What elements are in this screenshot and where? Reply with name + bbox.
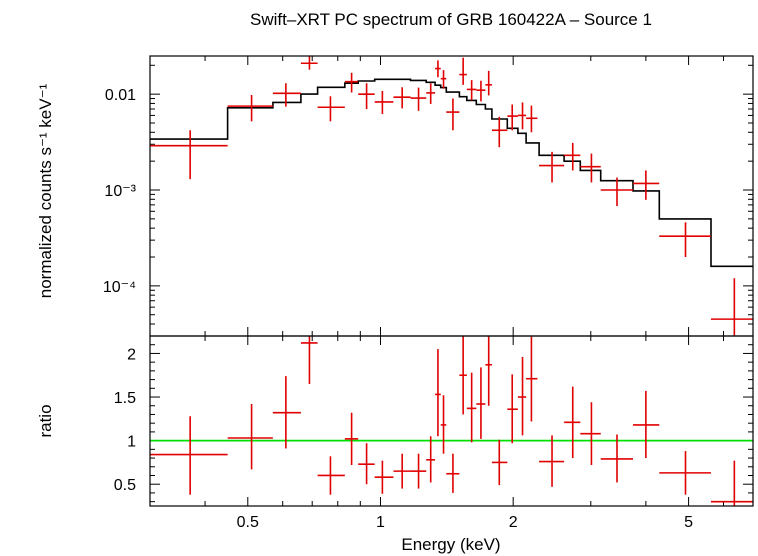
- ratio-data-point: [580, 402, 601, 466]
- spectrum-data-point: [491, 116, 508, 148]
- ratio-data-point: [564, 386, 581, 459]
- y-tick-label: 10⁻⁴: [103, 279, 136, 296]
- chart-title: Swift–XRT PC spectrum of GRB 160422A – S…: [250, 10, 652, 29]
- spectrum-data-point: [485, 70, 492, 96]
- spectrum-panel: 0.01 10⁻³ 10⁻⁴: [103, 56, 754, 337]
- spectrum-data-point: [393, 87, 411, 109]
- ratio-data-point: [393, 453, 411, 489]
- x-tick-label: 1: [376, 514, 385, 531]
- spectrum-data-point: [564, 142, 581, 171]
- y-tick-label: 1: [127, 434, 136, 451]
- spectrum-data-point: [633, 170, 660, 200]
- spectrum-data-point: [227, 94, 273, 122]
- ratio-data-point: [272, 376, 301, 449]
- ratio-data-point: [344, 412, 359, 466]
- model-step-line: [150, 78, 753, 268]
- ratio-data-point: [600, 434, 634, 483]
- spectrum-data-point: [410, 87, 427, 111]
- spectrum-data-point: [507, 104, 518, 131]
- x-tick-label: 2: [509, 514, 518, 531]
- ratio-data-point: [227, 404, 273, 470]
- y-tick-label: 10⁻³: [104, 183, 136, 200]
- spectrum-data-point: [526, 105, 538, 133]
- ratio-data-point: [659, 451, 711, 495]
- ratio-data-point: [435, 349, 441, 437]
- spectrum-data-point: [374, 90, 394, 115]
- ratio-data-point: [491, 439, 508, 486]
- spectrum-data-point: [710, 278, 753, 336]
- spectrum-data-point: [344, 72, 359, 93]
- spectrum-data-point: [539, 151, 565, 183]
- spectrum-data-point: [358, 83, 375, 109]
- spectrum-data-point: [659, 222, 711, 258]
- ratio-data-point: [358, 443, 375, 485]
- ratio-data-point: [426, 436, 436, 483]
- spectrum-data-point: [580, 153, 601, 183]
- spectrum-data-point: [476, 80, 486, 102]
- ratio-data-point: [507, 374, 518, 444]
- x-axis-label: Energy (keV): [401, 535, 500, 554]
- bottom-y-axis-label: ratio: [36, 404, 55, 437]
- ratio-data-point: [410, 453, 427, 489]
- ratio-data-point: [440, 395, 447, 454]
- ratio-data-point: [526, 336, 538, 422]
- ratio-data-point: [633, 390, 660, 459]
- spectrum-data-point: [517, 102, 527, 130]
- x-tick-label: 0.5: [237, 514, 259, 531]
- y-tick-label: 2: [127, 346, 136, 363]
- y-tick-label: 1.5: [114, 390, 136, 407]
- y-tick-label: 0.5: [114, 477, 136, 494]
- spectrum-data-point: [440, 70, 447, 89]
- ratio-data-point: [459, 336, 467, 415]
- spectrum-data-point: [459, 57, 467, 85]
- spectrum-panel-frame: [149, 55, 754, 337]
- spectrum-data-point: [446, 98, 460, 131]
- ratio-data-point: [317, 456, 345, 495]
- spectrum-data-point: [466, 80, 477, 101]
- x-tick-label: 5: [684, 514, 693, 531]
- y-tick-label: 0.01: [105, 87, 136, 104]
- ratio-data-point: [517, 356, 527, 436]
- ratio-data-point: [150, 416, 228, 495]
- spectrum-data-point: [150, 130, 228, 180]
- spectrum-data-point: [600, 177, 634, 207]
- ratio-panel: 0.5 1 2 5 0.5 1 1.5 2: [114, 335, 754, 531]
- ratio-data-point: [539, 435, 565, 487]
- ratio-data-point: [485, 336, 492, 406]
- ratio-data-point: [374, 460, 394, 494]
- spectrum-data-point: [435, 60, 441, 78]
- top-y-axis-label: normalized counts s⁻¹ keV⁻¹: [36, 83, 55, 298]
- ratio-data-point: [466, 372, 477, 443]
- spectrum-data-point: [300, 56, 318, 70]
- ratio-panel-frame: [149, 335, 754, 507]
- ratio-data-point: [446, 453, 460, 493]
- spectrum-data-point: [317, 96, 345, 122]
- ratio-data-point: [710, 460, 753, 506]
- ratio-data-point: [300, 336, 318, 384]
- ratio-data-point: [476, 367, 486, 439]
- spectrum-data-point: [272, 83, 301, 107]
- spectrum-data-point: [426, 83, 436, 104]
